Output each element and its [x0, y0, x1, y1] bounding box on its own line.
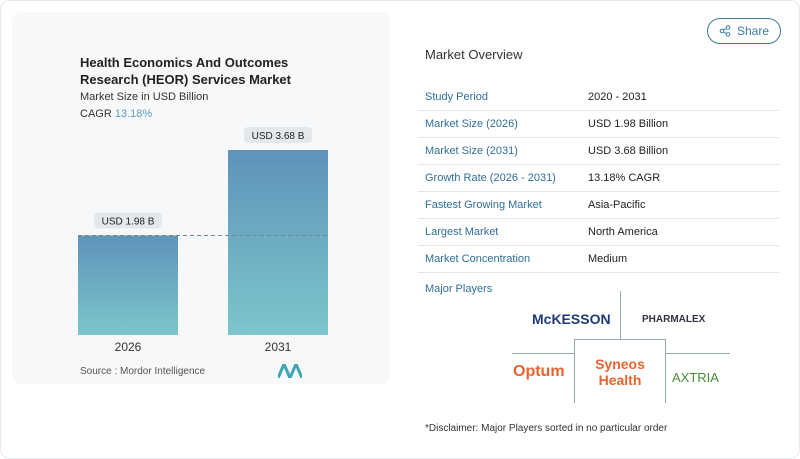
- overview-row-label: Study Period: [425, 91, 488, 103]
- chart-title: Health Economics And Outcomes Research (…: [80, 55, 291, 87]
- player-logo-syneos: Syneos Health: [595, 356, 645, 388]
- overview-row: Study Period 2020 - 2031: [418, 84, 780, 111]
- data-label-bg: [244, 127, 312, 143]
- x-tick-label: 2031: [265, 340, 292, 354]
- data-label: USD 1.98 B: [102, 216, 155, 227]
- overview-row: Growth Rate (2026 - 2031) 13.18% CAGR: [418, 165, 780, 192]
- cagr-value: 13.18%: [114, 108, 153, 120]
- player-logo-optum: Optum: [513, 363, 565, 380]
- overview-row: Market Size (2026) USD 1.98 Billion: [418, 111, 780, 138]
- x-tick-label: 2026: [115, 340, 142, 354]
- overview-row-label: Market Size (2031): [425, 145, 518, 157]
- overview-row-value: Asia-Pacific: [588, 199, 646, 211]
- chart-subtitle: Market Size in USD Billion: [80, 91, 209, 103]
- overview-row-value: Medium: [588, 253, 628, 265]
- cagr: CAGR 13.18%: [80, 107, 152, 121]
- overview-row: Largest Market North America: [418, 219, 780, 246]
- player-logo-pharmalex: PHARMALEX: [642, 314, 706, 325]
- bar-2026: [78, 235, 178, 335]
- overview-row-value: USD 1.98 Billion: [588, 118, 669, 130]
- share-label: Share: [736, 24, 770, 38]
- overview-row-value: USD 3.68 Billion: [588, 145, 669, 157]
- overview-row-label: Market Size (2026): [425, 118, 518, 130]
- mordor-logo-icon: [278, 364, 302, 378]
- share-button[interactable]: Share: [707, 18, 781, 44]
- disclaimer: *Disclaimer: Major Players sorted in no …: [425, 423, 668, 434]
- overview-row-value: North America: [588, 226, 658, 238]
- overview-row-value: 13.18% CAGR: [588, 172, 661, 184]
- overview-row-value: 2020 - 2031: [588, 91, 647, 103]
- overview-row: Market Size (2031) USD 3.68 Billion: [418, 138, 780, 165]
- overview-row-label: Largest Market: [425, 226, 499, 238]
- major-players-label: Major Players: [425, 283, 493, 295]
- overview-row-label: Fastest Growing Market: [425, 199, 542, 211]
- player-logo-mckesson: McKESSON: [532, 311, 611, 327]
- overview-row: Market Concentration Medium: [418, 246, 780, 273]
- overview-row: Fastest Growing Market Asia-Pacific: [418, 192, 780, 219]
- source-text: Source : Mordor Intelligence: [80, 366, 206, 377]
- cagr-label: CAGR: [80, 108, 112, 120]
- bar-2031: [228, 150, 328, 335]
- player-logo-axtria: AXTRIA: [672, 370, 719, 385]
- overview-row-label: Growth Rate (2026 - 2031): [425, 172, 556, 184]
- data-label-bg: [94, 212, 162, 229]
- bar-chart: USD 1.98 B 2026 USD 3.68 B 2031: [78, 127, 328, 354]
- share-icon: [719, 25, 731, 37]
- overview-title: Market Overview: [425, 47, 523, 62]
- overview-row-label: Market Concentration: [425, 253, 531, 265]
- data-label: USD 3.68 B: [252, 131, 305, 142]
